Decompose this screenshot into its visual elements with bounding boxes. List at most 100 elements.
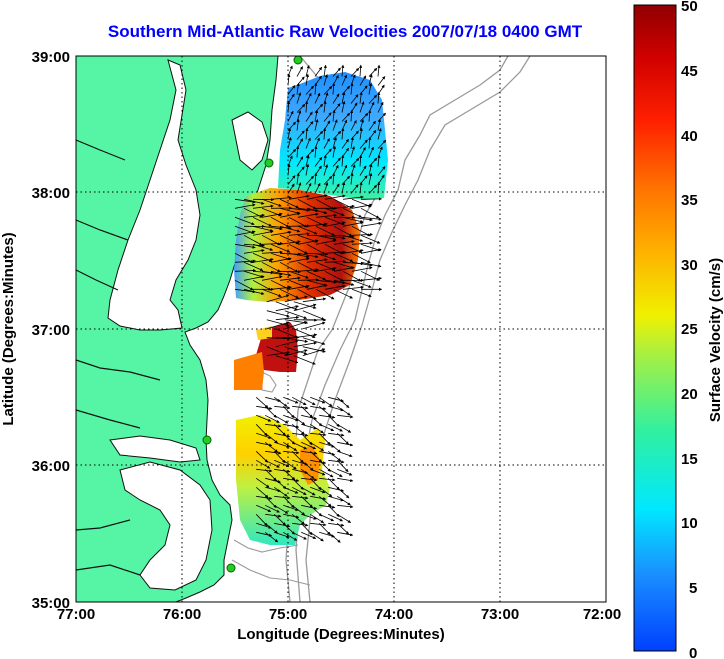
velocity-arrow: [293, 355, 316, 365]
velocity-arrow: [275, 328, 298, 339]
velocity-arrow: [377, 91, 381, 104]
velocity-arrow: [351, 241, 373, 245]
velocity-arrow: [310, 459, 327, 465]
velocity-arrow: [351, 261, 373, 267]
velocity-arrow: [283, 450, 300, 455]
velocity-arrow: [314, 109, 319, 122]
velocity-arrow: [255, 459, 271, 469]
y-tick-label: 36:00: [32, 458, 70, 475]
colorbar-tick-label: 10: [681, 515, 698, 532]
velocity-arrow: [297, 198, 317, 210]
velocity-arrow: [336, 396, 350, 409]
velocity-arrow: [350, 146, 355, 158]
velocity-arrow: [275, 355, 299, 364]
velocity-arrow: [341, 154, 345, 167]
velocity-arrow: [323, 64, 327, 77]
velocity-arrow: [328, 432, 345, 437]
velocity-arrow: [342, 195, 364, 200]
velocity-arrow: [255, 486, 269, 498]
velocity-arrow: [324, 259, 347, 264]
velocity-arrow: [287, 183, 295, 194]
velocity-arrow: [310, 495, 327, 501]
velocity-arrow: [288, 257, 310, 263]
velocity-field-core-top: [256, 326, 272, 340]
velocity-arrow: [319, 531, 335, 538]
velocity-arrow: [328, 405, 344, 412]
velocity-arrow: [359, 127, 363, 140]
velocity-arrow: [274, 414, 289, 424]
velocity-arrow: [270, 285, 292, 290]
velocity-arrow: [341, 138, 349, 149]
x-axis-label: Longitude (Degrees:Minutes): [237, 626, 445, 643]
velocity-arrow: [314, 66, 323, 77]
velocity-arrow: [323, 74, 328, 86]
velocity-arrow: [282, 531, 298, 541]
colorbar-tick-label: 25: [681, 321, 698, 338]
velocity-arrow: [270, 216, 290, 228]
velocity-arrow: [252, 279, 272, 291]
velocity-arrow: [319, 477, 336, 482]
velocity-arrow: [310, 468, 326, 476]
velocity-arrow: [270, 196, 292, 200]
velocity-arrow: [360, 207, 380, 219]
velocity-arrow: [350, 157, 360, 167]
velocity-arrow: [336, 423, 352, 433]
velocity-arrow: [360, 243, 382, 252]
pamlico-sound: [119, 461, 213, 591]
velocity-arrow: [293, 333, 318, 339]
velocity-arrow: [332, 67, 341, 77]
velocity-arrow: [360, 216, 382, 221]
velocity-arrow: [252, 258, 274, 263]
velocity-arrow: [306, 207, 328, 215]
velocity-arrow: [351, 288, 372, 298]
station-marker: [293, 56, 303, 65]
colorbar-tick-label: 40: [681, 128, 698, 145]
velocity-arrow: [302, 297, 327, 303]
velocity-arrow: [377, 154, 381, 167]
velocity-arrow: [368, 82, 373, 95]
velocity-arrow: [305, 175, 314, 185]
velocity-arrow: [256, 495, 273, 500]
velocity-arrow: [301, 396, 316, 406]
velocity-arrow: [252, 216, 272, 227]
velocity-arrow: [256, 405, 273, 410]
velocity-arrow: [270, 270, 292, 277]
velocity-arrow: [359, 154, 363, 167]
velocity-arrow: [293, 301, 317, 309]
velocity-arrow: [261, 270, 283, 276]
velocity-arrow: [243, 275, 265, 281]
velocity-arrow: [279, 276, 301, 281]
velocity-arrow: [327, 531, 341, 543]
velocity-arrow: [296, 172, 300, 185]
velocity-arrow: [368, 109, 372, 122]
velocity-arrow: [292, 432, 309, 437]
velocity-arrow: [252, 225, 274, 232]
velocity-arrow: [336, 433, 349, 445]
velocity-arrow: [293, 328, 316, 338]
velocity-arrow: [368, 146, 374, 158]
velocity-arrow: [324, 270, 344, 282]
velocity-arrow: [360, 248, 382, 254]
velocity-arrow: [274, 405, 291, 410]
velocity-arrow: [292, 396, 307, 406]
velocity-arrow: [333, 204, 355, 209]
velocity-arrow: [360, 234, 381, 244]
velocity-arrow: [328, 468, 343, 477]
velocity-arrow: [288, 194, 310, 200]
velocity-arrow: [283, 414, 299, 422]
velocity-arrow: [291, 513, 305, 525]
velocity-arrow: [310, 396, 326, 404]
velocity-arrow: [274, 432, 291, 438]
plot-frame: [75, 55, 607, 603]
velocity-arrow: [283, 396, 299, 404]
velocity-arrow: [297, 268, 319, 272]
map-title: Southern Mid-Atlantic Raw Velocities 200…: [107, 22, 583, 41]
velocity-arrow: [342, 270, 362, 282]
velocity-arrow: [252, 204, 274, 209]
velocity-arrow: [288, 207, 310, 212]
velocity-arrow: [333, 288, 353, 299]
velocity-arrow: [296, 118, 300, 131]
velocity-arrow: [275, 315, 300, 321]
velocity-arrow: [328, 495, 344, 502]
velocity-arrow: [288, 224, 311, 228]
